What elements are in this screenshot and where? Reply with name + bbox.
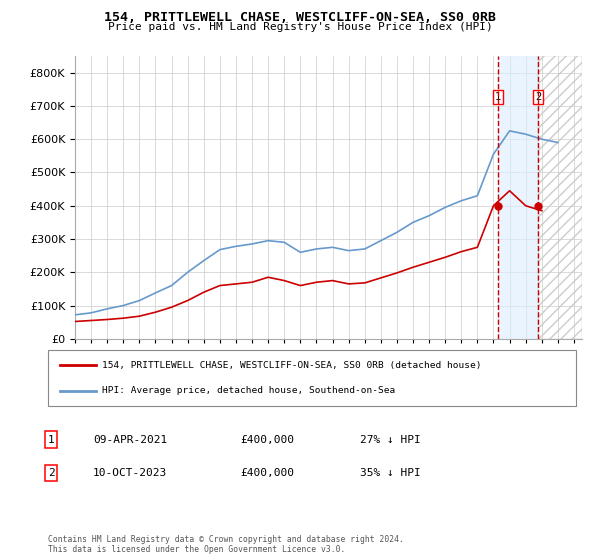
Text: 154, PRITTLEWELL CHASE, WESTCLIFF-ON-SEA, SS0 0RB: 154, PRITTLEWELL CHASE, WESTCLIFF-ON-SEA…: [104, 11, 496, 24]
Text: £400,000: £400,000: [240, 435, 294, 445]
Text: 154, PRITTLEWELL CHASE, WESTCLIFF-ON-SEA, SS0 0RB (detached house): 154, PRITTLEWELL CHASE, WESTCLIFF-ON-SEA…: [102, 361, 482, 370]
Text: £400,000: £400,000: [240, 468, 294, 478]
Text: 1: 1: [47, 435, 55, 445]
Text: 2: 2: [47, 468, 55, 478]
Bar: [498, 56, 538, 339]
Text: 09-APR-2021: 09-APR-2021: [93, 435, 167, 445]
Text: Price paid vs. HM Land Registry's House Price Index (HPI): Price paid vs. HM Land Registry's House …: [107, 22, 493, 32]
Text: 1: 1: [494, 92, 501, 102]
Text: 27% ↓ HPI: 27% ↓ HPI: [360, 435, 421, 445]
Bar: [538, 56, 582, 339]
Text: 35% ↓ HPI: 35% ↓ HPI: [360, 468, 421, 478]
Text: 2: 2: [535, 92, 541, 102]
Text: 10-OCT-2023: 10-OCT-2023: [93, 468, 167, 478]
Text: Contains HM Land Registry data © Crown copyright and database right 2024.
This d: Contains HM Land Registry data © Crown c…: [48, 535, 404, 554]
Text: HPI: Average price, detached house, Southend-on-Sea: HPI: Average price, detached house, Sout…: [102, 386, 395, 395]
Bar: [538, 56, 582, 339]
